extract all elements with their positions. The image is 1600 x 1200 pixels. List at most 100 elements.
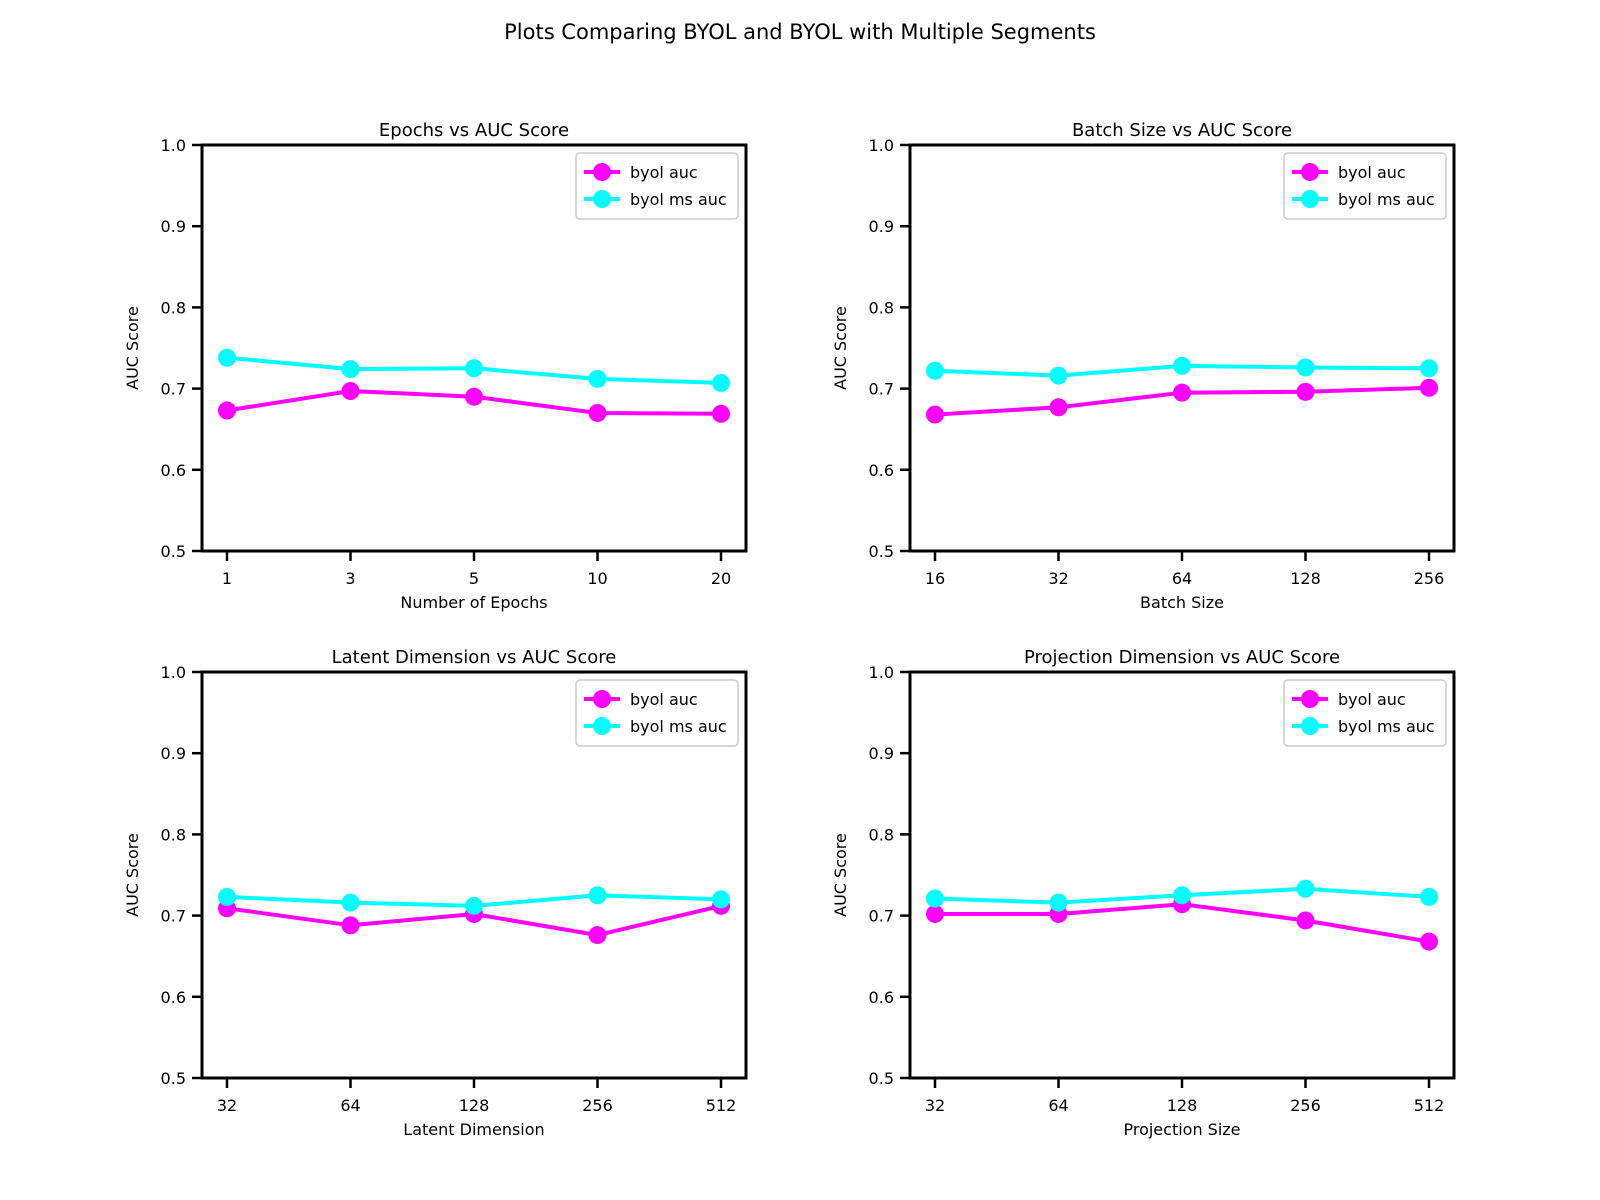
data-point: [1420, 359, 1438, 378]
x-tick-label: 32: [217, 1096, 237, 1115]
legend-marker: [1301, 690, 1319, 708]
data-point: [1049, 366, 1068, 385]
data-point: [218, 887, 236, 906]
x-tick-label: 256: [1290, 1096, 1321, 1115]
y-tick-label: 0.8: [161, 825, 186, 844]
data-point: [712, 373, 730, 392]
y-tick-label: 0.6: [869, 988, 894, 1007]
chart-panel-2: Batch Size vs AUC Score 0.5 0.6 0.7 0.8 0.9 1.…: [831, 120, 1456, 612]
data-point: [1420, 887, 1438, 906]
data-point: [588, 926, 607, 945]
data-point: [1173, 356, 1191, 375]
legend-label: byol auc: [1338, 163, 1406, 182]
legend-marker: [593, 690, 611, 708]
x-tick-label: 32: [925, 1096, 945, 1115]
y-tick-label: 0.7: [161, 380, 186, 399]
y-tick-label: 1.0: [869, 663, 894, 682]
data-point: [465, 896, 483, 915]
y-tick-label: 0.5: [869, 1069, 894, 1088]
legend-label: byol ms auc: [1338, 717, 1435, 736]
subplot-title: Projection Dimension vs AUC Score: [1024, 647, 1340, 668]
x-axis-label: Projection Size: [1123, 1120, 1240, 1139]
legend-marker: [1301, 190, 1319, 208]
legend-label: byol auc: [630, 690, 698, 709]
data-point: [1049, 398, 1068, 417]
y-tick-label: 0.9: [161, 217, 186, 236]
legend-marker: [1301, 163, 1319, 181]
data-point: [341, 916, 360, 935]
data-point: [588, 403, 607, 422]
y-tick-label: 1.0: [161, 136, 186, 155]
data-point: [1296, 382, 1315, 401]
x-axis-label: Latent Dimension: [403, 1120, 544, 1139]
data-point: [465, 359, 483, 378]
data-point: [926, 904, 944, 923]
legend-marker: [593, 717, 611, 735]
y-tick-label: 0.7: [161, 907, 186, 926]
data-point: [1173, 886, 1191, 905]
data-point: [926, 889, 944, 908]
chart-panel-4: Projection Dimension vs AUC Score 0.5 0.6 0…: [831, 647, 1456, 1139]
plot-area-frame: [908, 670, 1456, 1080]
y-axis-label: AUC Score: [123, 833, 142, 917]
x-tick-label: 512: [1414, 1096, 1445, 1115]
x-tick-label: 64: [340, 1096, 360, 1115]
y-tick-label: 0.5: [161, 1069, 186, 1088]
x-tick-label: 3: [345, 569, 355, 588]
x-tick-label: 64: [1048, 1096, 1068, 1115]
subplot-title: Batch Size vs AUC Score: [1072, 120, 1292, 141]
x-axis-label: Number of Epochs: [400, 593, 547, 612]
x-tick-label: 16: [925, 569, 945, 588]
x-tick-label: 128: [459, 1096, 490, 1115]
legend-box: [1283, 152, 1447, 220]
chart-panel-3: Latent Dimension vs AUC Score 0.5 0.6 0.7 0.…: [123, 647, 748, 1139]
legend: byol auc byol ms auc: [575, 152, 739, 220]
y-tick-label: 0.9: [869, 217, 894, 236]
y-tick-label: 1.0: [869, 136, 894, 155]
x-tick-label: 64: [1172, 569, 1192, 588]
legend-label: byol ms auc: [1338, 190, 1435, 209]
legend: byol auc byol ms auc: [1283, 679, 1447, 747]
figure-title: Plots Comparing BYOL and BYOL with Multi…: [504, 20, 1096, 44]
y-axis-label: AUC Score: [831, 833, 850, 917]
y-tick-label: 0.5: [869, 542, 894, 561]
x-tick-label: 1: [222, 569, 232, 588]
y-tick-label: 0.6: [161, 461, 186, 480]
legend-label: byol auc: [630, 163, 698, 182]
data-point: [1420, 378, 1438, 397]
legend-box: [1283, 679, 1447, 747]
legend-label: byol auc: [1338, 690, 1406, 709]
legend: byol auc byol ms auc: [575, 679, 739, 747]
legend-marker: [1301, 717, 1319, 735]
y-axis-label: AUC Score: [123, 306, 142, 390]
y-tick-label: 0.6: [869, 461, 894, 480]
data-point: [1296, 879, 1315, 898]
data-point: [1173, 383, 1191, 402]
x-tick-label: 10: [587, 569, 607, 588]
y-tick-label: 0.6: [161, 988, 186, 1007]
data-point: [1420, 932, 1438, 951]
data-point: [341, 360, 360, 379]
y-tick-label: 0.8: [869, 298, 894, 317]
data-point: [926, 405, 944, 424]
data-point: [218, 348, 236, 367]
y-tick-label: 0.7: [869, 907, 894, 926]
data-point: [712, 890, 730, 909]
data-point: [218, 401, 236, 420]
data-point: [926, 361, 944, 380]
y-axis-label: AUC Score: [831, 306, 850, 390]
legend-marker: [593, 163, 611, 181]
y-tick-label: 0.8: [869, 825, 894, 844]
y-tick-label: 0.7: [869, 380, 894, 399]
data-point: [588, 886, 607, 905]
x-tick-label: 256: [1414, 569, 1445, 588]
data-point: [1296, 911, 1315, 930]
legend-box: [575, 679, 739, 747]
x-tick-label: 128: [1167, 1096, 1198, 1115]
data-point: [1049, 893, 1068, 912]
y-tick-label: 1.0: [161, 663, 186, 682]
legend-marker: [593, 190, 611, 208]
data-point: [1296, 358, 1315, 377]
data-point: [341, 893, 360, 912]
